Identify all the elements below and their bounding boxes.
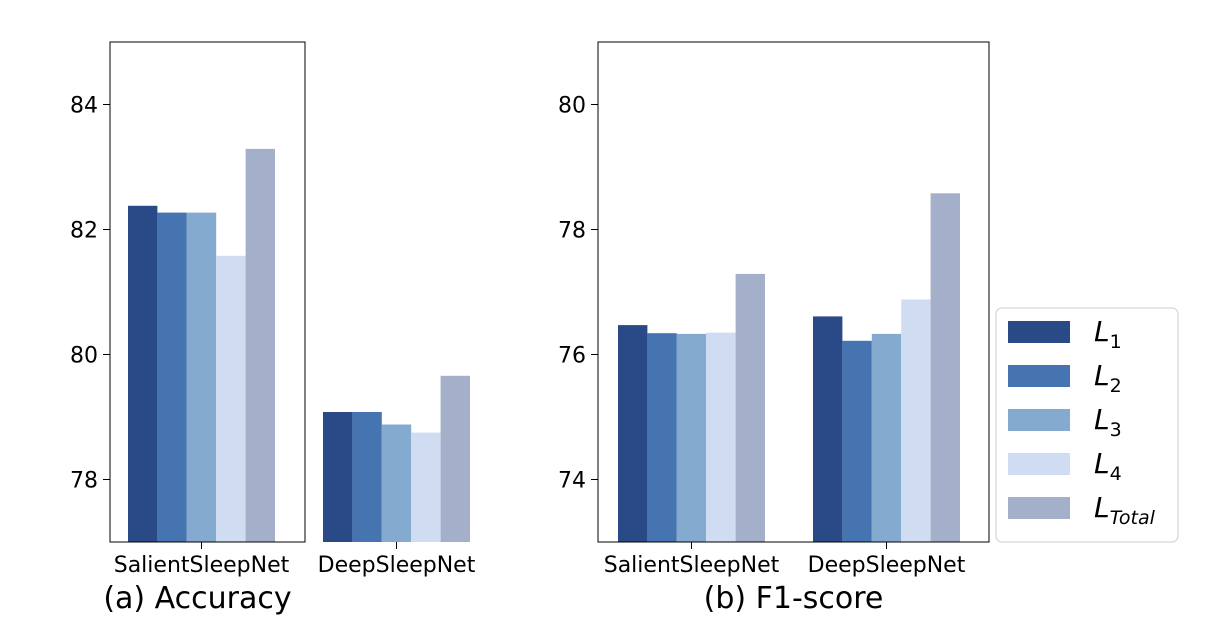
plot-frame xyxy=(109,41,306,543)
y-tick-label: 76 xyxy=(558,344,586,369)
bar-l4-deepsleepnet xyxy=(901,299,931,542)
legend-swatch xyxy=(1008,497,1070,519)
legend-swatch xyxy=(1008,365,1070,387)
bar-l1-salientsleepnet xyxy=(128,205,158,543)
y-tick-label: 80 xyxy=(70,344,98,369)
bar-l3-deepsleepnet xyxy=(871,333,902,542)
bar-ltotal-salientsleepnet xyxy=(245,148,275,542)
x-tick-label: DeepSleepNet xyxy=(808,553,966,578)
chart-title: (b) F1-score xyxy=(704,581,884,616)
bar-l2-salientsleepnet xyxy=(647,333,677,542)
plot-frame xyxy=(597,41,990,543)
bar-l3-salientsleepnet xyxy=(186,212,217,542)
y-tick-label: 84 xyxy=(70,94,98,119)
y-tick-label: 82 xyxy=(70,219,98,244)
chart-title: (a) Accuracy xyxy=(103,581,291,616)
bar-l2-salientsleepnet xyxy=(157,212,187,542)
legend-swatch xyxy=(1008,321,1070,343)
legend-swatch xyxy=(1008,409,1070,431)
bar-ltotal-deepsleepnet xyxy=(930,193,960,543)
legend-label: LTotal xyxy=(1094,491,1156,529)
x-tick-label: SalientSleepNet xyxy=(114,553,290,578)
y-tick-label: 78 xyxy=(558,219,586,244)
bar-l4-salientsleepnet xyxy=(216,255,246,543)
y-tick-label: 80 xyxy=(558,94,586,119)
legend-swatch xyxy=(1008,453,1070,475)
accuracy-chart: 78 80 82 84 SalientSleepNet DeepSleepNet (a) A… xyxy=(70,41,476,616)
legend: L1 L2 L3 L4 LTotal xyxy=(995,307,1179,543)
bar-l2-deepsleepnet xyxy=(352,412,382,542)
bar-ltotal-deepsleepnet xyxy=(440,375,470,542)
x-tick-label: DeepSleepNet xyxy=(318,553,476,578)
x-tick-label: SalientSleepNet xyxy=(604,553,780,578)
bar-l2-deepsleepnet xyxy=(842,340,872,542)
bar-l3-deepsleepnet xyxy=(381,424,412,542)
legend-label: L3 xyxy=(1094,403,1122,441)
legend-label: L2 xyxy=(1094,359,1122,397)
y-tick-label: 78 xyxy=(70,469,98,494)
bar-ltotal-salientsleepnet xyxy=(735,273,765,542)
bar-l4-salientsleepnet xyxy=(706,332,736,542)
bar-l1-deepsleepnet xyxy=(323,412,353,542)
y-tick-label: 74 xyxy=(558,469,586,494)
bar-l1-deepsleepnet xyxy=(813,316,843,542)
legend-label: L1 xyxy=(1094,315,1122,353)
bar-l4-deepsleepnet xyxy=(411,432,441,542)
f1-score-chart: 74 76 78 80 SalientSleepNet DeepSleepNet (b) F… xyxy=(558,41,990,616)
bar-l3-salientsleepnet xyxy=(676,333,707,542)
legend-label: L4 xyxy=(1094,447,1122,485)
bar-l1-salientsleepnet xyxy=(618,325,648,542)
